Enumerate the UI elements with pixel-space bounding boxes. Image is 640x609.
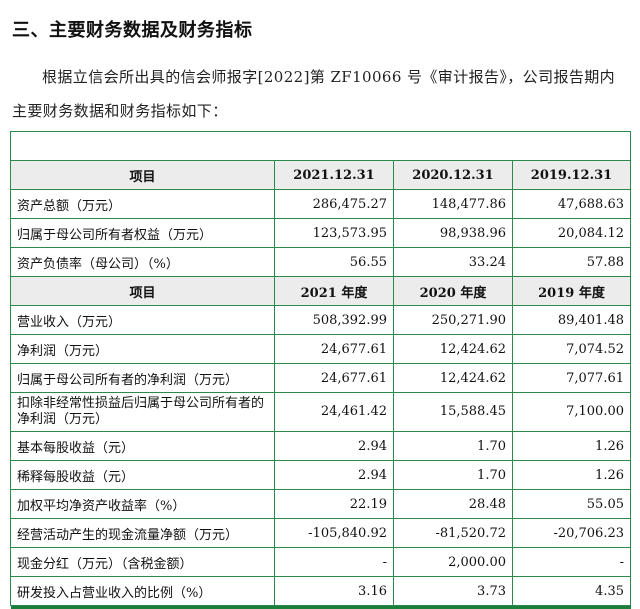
header-cell-2019: 2019.12.31 [513, 161, 631, 190]
value-cell: 55.05 [513, 490, 631, 519]
value-cell: 1.26 [513, 432, 631, 461]
table-row: 净利润（万元） 24,677.61 12,424.62 7,074.52 [11, 335, 631, 364]
header-cell-item: 项目 [11, 277, 275, 306]
row-label: 归属于母公司所有者的净利润（万元） [11, 364, 275, 393]
financial-indicators-table: 项目 2021.12.31 2020.12.31 2019.12.31 资产总额… [10, 131, 631, 609]
value-cell: 7,100.00 [513, 393, 631, 432]
value-cell: 57.88 [513, 248, 631, 277]
row-label: 稀释每股收益（元） [11, 461, 275, 490]
table-row: 资产负债率（母公司）（%） 56.55 33.24 57.88 [11, 248, 631, 277]
value-cell: -105,840.92 [275, 519, 394, 548]
value-cell: 24,677.61 [275, 335, 394, 364]
value-cell: 89,401.48 [513, 306, 631, 335]
table-row: 研发投入占营业收入的比例（%） 3.16 3.73 4.35 [11, 577, 631, 606]
row-label: 扣除非经常性损益后归属于母公司所有者的净利润（万元） [11, 393, 275, 432]
value-cell: -81,520.72 [394, 519, 513, 548]
income-header-row: 项目 2021 年度 2020 年度 2019 年度 [11, 277, 631, 306]
value-cell: 24,677.61 [275, 364, 394, 393]
row-label: 净利润（万元） [11, 335, 275, 364]
table-row: 基本每股收益（元） 2.94 1.70 1.26 [11, 432, 631, 461]
header-cell-2020: 2020 年度 [394, 277, 513, 306]
table-row: 资产总额（万元） 286,475.27 148,477.86 47,688.63 [11, 190, 631, 219]
header-cell-2019: 2019 年度 [513, 277, 631, 306]
header-cell-2020: 2020.12.31 [394, 161, 513, 190]
value-cell: 12,424.62 [394, 364, 513, 393]
table-row: 归属于母公司所有者的净利润（万元） 24,677.61 12,424.62 7,… [11, 364, 631, 393]
row-label: 资产总额（万元） [11, 190, 275, 219]
table-row: 现金分红（万元）（含税金额） - 2,000.00 - [11, 548, 631, 577]
value-cell: 123,573.95 [275, 219, 394, 248]
table-row: 稀释每股收益（元） 2.94 1.70 1.26 [11, 461, 631, 490]
value-cell: -20,706.23 [513, 519, 631, 548]
row-label: 现金分红（万元）（含税金额） [11, 548, 275, 577]
header-cell-2021: 2021.12.31 [275, 161, 394, 190]
row-label: 资产负债率（母公司）（%） [11, 248, 275, 277]
table-bottom-rule [11, 606, 631, 609]
table-row: 营业收入（万元） 508,392.99 250,271.90 89,401.48 [11, 306, 631, 335]
row-label: 经营活动产生的现金流量净额（万元） [11, 519, 275, 548]
value-cell: - [275, 548, 394, 577]
value-cell: 2,000.00 [394, 548, 513, 577]
value-cell: 250,271.90 [394, 306, 513, 335]
row-label: 研发投入占营业收入的比例（%） [11, 577, 275, 606]
value-cell: 1.70 [394, 432, 513, 461]
value-cell: 47,688.63 [513, 190, 631, 219]
value-cell: 1.26 [513, 461, 631, 490]
row-label: 归属于母公司所有者权益（万元） [11, 219, 275, 248]
value-cell: 24,461.42 [275, 393, 394, 432]
value-cell: 4.35 [513, 577, 631, 606]
value-cell: 28.48 [394, 490, 513, 519]
value-cell: 2.94 [275, 432, 394, 461]
value-cell: 7,074.52 [513, 335, 631, 364]
value-cell: - [513, 548, 631, 577]
value-cell: 12,424.62 [394, 335, 513, 364]
intro-paragraph: 根据立信会所出具的信会师报字[2022]第 ZF10066 号《审计报告》，公司… [12, 60, 630, 128]
value-cell: 1.70 [394, 461, 513, 490]
value-cell: 508,392.99 [275, 306, 394, 335]
value-cell: 56.55 [275, 248, 394, 277]
table-row: 加权平均净资产收益率（%） 22.19 28.48 55.05 [11, 490, 631, 519]
row-label: 基本每股收益（元） [11, 432, 275, 461]
value-cell: 148,477.86 [394, 190, 513, 219]
financial-table-container: 项目 2021.12.31 2020.12.31 2019.12.31 资产总额… [10, 131, 630, 609]
row-label: 营业收入（万元） [11, 306, 275, 335]
value-cell: 2.94 [275, 461, 394, 490]
value-cell: 22.19 [275, 490, 394, 519]
value-cell: 3.73 [394, 577, 513, 606]
table-top-rule [11, 132, 631, 161]
table-row: 扣除非经常性损益后归属于母公司所有者的净利润（万元） 24,461.42 15,… [11, 393, 631, 432]
table-row: 经营活动产生的现金流量净额（万元） -105,840.92 -81,520.72… [11, 519, 631, 548]
value-cell: 7,077.61 [513, 364, 631, 393]
value-cell: 33.24 [394, 248, 513, 277]
value-cell: 3.16 [275, 577, 394, 606]
value-cell: 286,475.27 [275, 190, 394, 219]
value-cell: 98,938.96 [394, 219, 513, 248]
section-heading: 三、主要财务数据及财务指标 [12, 16, 253, 42]
value-cell: 15,588.45 [394, 393, 513, 432]
header-cell-item: 项目 [11, 161, 275, 190]
table-row: 归属于母公司所有者权益（万元） 123,573.95 98,938.96 20,… [11, 219, 631, 248]
row-label: 加权平均净资产收益率（%） [11, 490, 275, 519]
header-cell-2021: 2021 年度 [275, 277, 394, 306]
value-cell: 20,084.12 [513, 219, 631, 248]
balance-header-row: 项目 2021.12.31 2020.12.31 2019.12.31 [11, 161, 631, 190]
